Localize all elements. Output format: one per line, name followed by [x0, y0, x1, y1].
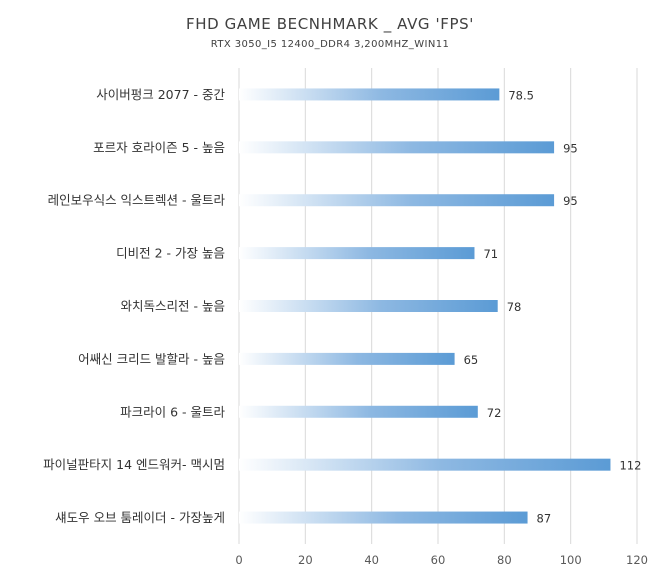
- bar: [239, 194, 555, 207]
- category-label: 파크라이 6 - 울트라: [120, 404, 225, 419]
- data-label: 71: [483, 247, 498, 261]
- bar: [239, 458, 611, 471]
- chart-subtitle: RTX 3050_I5 12400_DDR4 3,200MHZ_WIN11: [211, 39, 449, 50]
- data-label: 72: [487, 406, 502, 420]
- x-tick-label: 40: [364, 553, 379, 567]
- x-tick-label: 0: [235, 553, 242, 567]
- x-tick-label: 100: [560, 553, 582, 567]
- data-label: 95: [563, 141, 578, 155]
- category-label: 어쌔신 크리드 발할라 - 높음: [78, 351, 225, 366]
- category-label: 섀도우 오브 툼레이더 - 가장높게: [55, 510, 225, 525]
- data-label: 78: [507, 300, 522, 314]
- bar: [239, 88, 500, 101]
- bar: [239, 300, 498, 312]
- bar: [239, 352, 455, 365]
- category-label: 파이널판타지 14 엔드워커- 맥시멈: [43, 457, 225, 472]
- data-label: 78.5: [508, 88, 534, 102]
- bar: [239, 405, 478, 418]
- category-label: 디비전 2 - 가장 높음: [116, 246, 225, 261]
- chart-title: FHD GAME BECNHMARK _ AVG 'FPS': [186, 15, 474, 34]
- category-label: 레인보우식스 익스트렉션 - 울트라: [48, 193, 226, 208]
- x-tick-label: 20: [298, 553, 313, 567]
- x-tick-label: 60: [431, 553, 446, 567]
- data-label: 95: [563, 194, 578, 208]
- data-label: 112: [619, 459, 641, 473]
- bar: [239, 247, 475, 260]
- data-label: 87: [537, 512, 552, 526]
- data-labels: 78.5 95 95 71 78 65 72 112 87: [464, 88, 642, 525]
- category-label: 사이버펑크 2077 - 중간: [96, 87, 225, 102]
- bar: [239, 141, 555, 154]
- x-tick-label: 80: [497, 553, 512, 567]
- bars: [239, 88, 611, 524]
- x-axis-ticks: 0 20 40 60 80 100 120: [235, 553, 648, 567]
- data-label: 65: [464, 353, 479, 367]
- category-label: 와치독스리전 - 높음: [121, 299, 225, 314]
- bar: [239, 511, 528, 524]
- x-tick-label: 120: [626, 553, 648, 567]
- category-label: 포르자 호라이즌 5 - 높음: [93, 140, 225, 155]
